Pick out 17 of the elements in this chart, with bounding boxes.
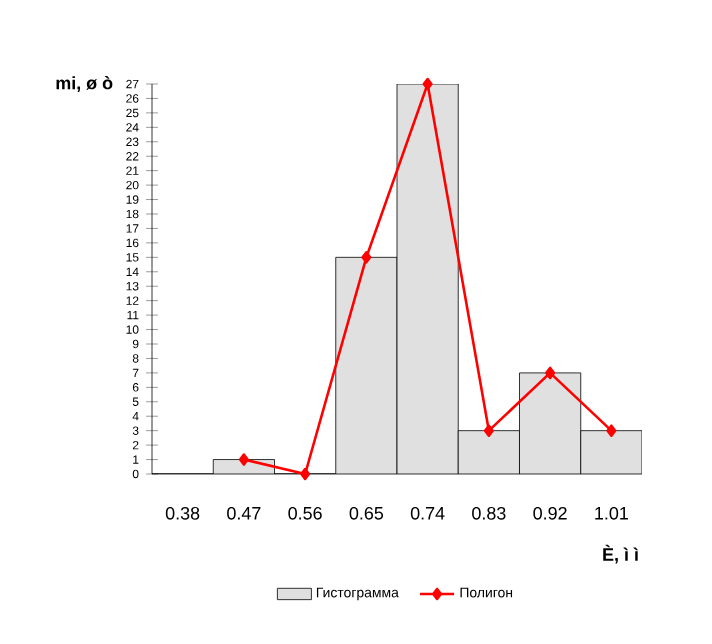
point — [300, 467, 311, 481]
point — [606, 424, 617, 437]
x-tick-label: 1.01 — [595, 506, 628, 520]
point — [483, 424, 494, 437]
point — [422, 77, 433, 91]
point — [238, 453, 249, 466]
x-tick-label: 0.83 — [472, 506, 506, 520]
x-tick-label: 0.65 — [349, 506, 384, 520]
x-tick-label: 0.56 — [288, 506, 322, 520]
x-tick-label: 0.92 — [533, 506, 567, 520]
x-tick-label: 0.74 — [410, 506, 445, 520]
point — [545, 366, 556, 380]
x-tick-label: 0.38 — [165, 506, 200, 520]
y-axis-title: mi, ø ò — [56, 76, 113, 92]
point — [361, 251, 372, 264]
x-tick-label: 0.47 — [227, 506, 261, 520]
x-axis-title: È, ì ì — [603, 544, 638, 564]
